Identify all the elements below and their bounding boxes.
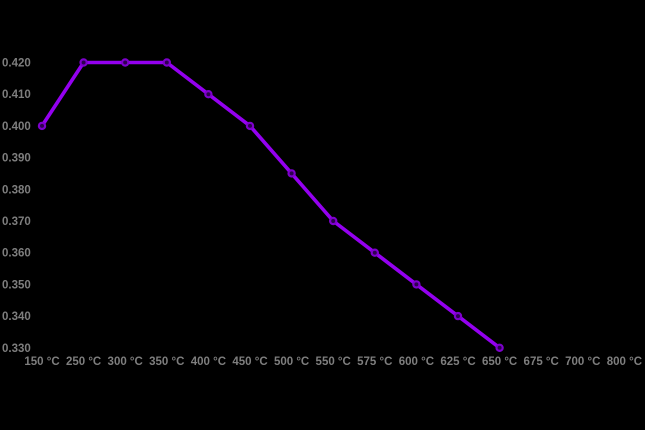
x-axis-tick-label: 650 °C — [482, 356, 517, 368]
data-point-marker — [412, 280, 421, 289]
x-axis-tick-label: 250 °C — [66, 356, 101, 368]
x-axis-tick-label: 575 °C — [357, 356, 392, 368]
x-axis-tick-label: 700 °C — [565, 356, 600, 368]
data-point-marker — [162, 58, 171, 67]
data-point-marker — [120, 58, 130, 67]
x-axis-tick-label: 600 °C — [399, 356, 434, 368]
x-axis-tick-label: 550 °C — [316, 356, 351, 368]
x-axis-tick-label: 800 °C — [607, 356, 642, 368]
data-point-marker — [245, 121, 255, 131]
y-axis-tick-label: 0.410 — [2, 89, 31, 101]
data-point-marker — [79, 58, 88, 67]
series-line — [40, 60, 502, 350]
x-axis-tick-label: 500 °C — [274, 356, 309, 368]
data-point-marker — [329, 216, 338, 226]
y-axis-tick-label: 0.350 — [2, 279, 31, 291]
data-point-marker — [453, 311, 463, 321]
y-axis-tick-label: 0.370 — [2, 216, 31, 228]
data-point-marker — [204, 89, 213, 99]
data-point-marker — [287, 169, 296, 178]
x-axis-tick-label: 450 °C — [232, 356, 267, 368]
data-point-marker — [495, 343, 504, 352]
y-axis-tick-label: 0.360 — [2, 248, 31, 260]
y-axis-tick-label: 0.340 — [2, 311, 31, 323]
x-axis-tick-label: 300 °C — [108, 356, 143, 368]
y-axis-tick-label: 0.380 — [2, 184, 31, 196]
x-axis-tick-label: 350 °C — [149, 356, 184, 368]
data-point-marker — [37, 121, 47, 131]
y-axis-tick-label: 0.420 — [2, 58, 31, 70]
data-point-marker — [370, 248, 379, 257]
y-axis-tick-label: 0.400 — [2, 121, 31, 133]
x-axis-tick-label: 625 °C — [440, 356, 475, 368]
x-axis-tick-label: 150 °C — [24, 356, 59, 368]
y-axis-tick-label: 0.390 — [2, 153, 31, 165]
y-axis-tick-label: 0.330 — [2, 343, 31, 355]
x-axis-tick-label: 675 °C — [524, 356, 559, 368]
x-axis-tick-label: 400 °C — [191, 356, 226, 368]
